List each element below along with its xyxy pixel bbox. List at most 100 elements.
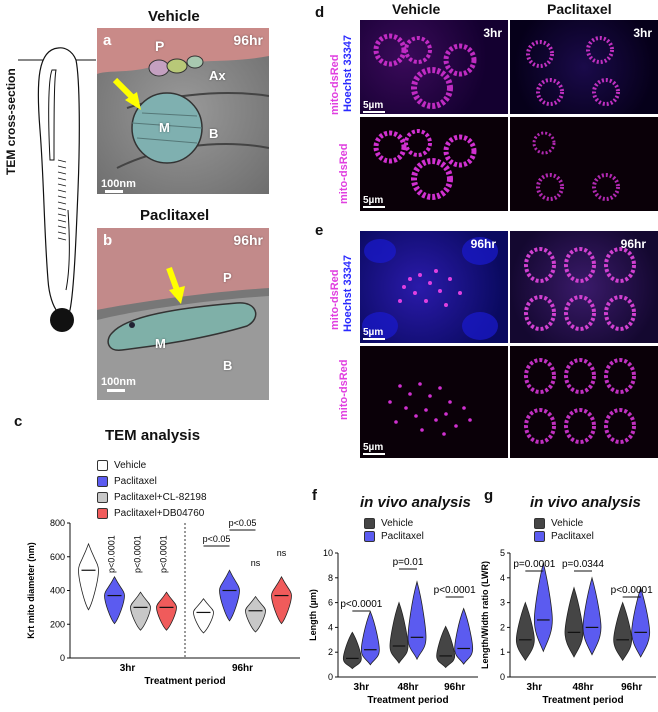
annotation-5: ns <box>251 558 261 568</box>
y-tick-label-4: 800 <box>50 518 65 528</box>
x-tick-label-0: 3hr <box>120 663 136 674</box>
y-tick-label-0: 0 <box>60 653 65 663</box>
y-axis-label: Krt mito diameter (nm) <box>26 542 36 639</box>
swatch-g-vehicle <box>534 518 545 529</box>
x-axis-label: Treatment period <box>144 676 225 687</box>
violin-vehicle-1 <box>389 601 409 664</box>
chart-c: 0 200 400 600 800 Krt mito diameter (nm) Treat… <box>26 518 300 687</box>
fluo-bar-4 <box>363 453 385 455</box>
x-tick-label-1: 48hr <box>572 682 593 693</box>
annotation-2: p<0.0001 <box>159 535 169 573</box>
y-tick-label-1: 200 <box>50 619 65 629</box>
panel-d-col-paclitaxel: Paclitaxel <box>547 1 612 17</box>
chart-c-title: TEM analysis <box>105 427 201 444</box>
y-tick-label-2: 4 <box>328 622 333 632</box>
legend-f-0: Vehicle <box>364 518 413 529</box>
violin-paclitaxel-1 <box>219 569 240 622</box>
fluo-bar-3 <box>363 338 385 340</box>
fluo-scale-1: 5µm <box>363 100 384 111</box>
violin-paclitaxel-cl-82198-0 <box>130 591 151 631</box>
panel-b-time: 96hr <box>233 232 263 248</box>
fluo-bar-2 <box>363 206 385 208</box>
y-tick-label-5: 5 <box>500 548 505 558</box>
x-tick-label-1: 96hr <box>232 663 253 674</box>
scale-bar-b <box>107 389 125 392</box>
y-axis-label: Length (µm) <box>308 589 318 641</box>
legend-f-1: Paclitaxel <box>364 531 424 542</box>
panel-d-row1-label2: Hoechst 33347 <box>342 34 354 112</box>
fluo-scale-4: 5µm <box>363 442 384 453</box>
x-axis-label: Treatment period <box>367 695 448 706</box>
y-tick-label-2: 400 <box>50 586 65 596</box>
legend-c-0: Vehicle <box>97 460 146 471</box>
fluo-e-vehicle-red: 5µm <box>360 346 508 458</box>
legend-g-0: Vehicle <box>534 518 583 529</box>
panel-e-row2-label: mito-dsRed <box>338 359 350 421</box>
violin-paclitaxel-db04760-0 <box>156 591 177 631</box>
label-m-b: M <box>155 336 166 351</box>
y-tick-label-5: 10 <box>323 548 333 558</box>
fluo-bar-1 <box>363 111 385 113</box>
panel-e-letter: e <box>315 222 324 239</box>
annotation-4: p<0.05 <box>229 518 257 528</box>
legend-g-1: Paclitaxel <box>534 531 594 542</box>
panel-a-letter: a <box>103 32 112 49</box>
panel-f-letter: f <box>312 487 317 504</box>
y-tick-label-1: 2 <box>328 647 333 657</box>
fluo-e-vehicle-merge: 96hr 5µm <box>360 231 508 343</box>
violin-vehicle-0 <box>342 631 362 670</box>
fluo-e-time-2: 96hr <box>620 237 646 251</box>
annotation-f-2: p<0.0001 <box>434 585 476 596</box>
panel-a-time: 96hr <box>233 32 263 48</box>
violin-vehicle-2 <box>613 601 633 662</box>
fluo-e-paclitaxel-merge: 96hr <box>510 231 658 343</box>
y-tick-label-0: 0 <box>500 672 505 682</box>
label-p: P <box>155 38 165 54</box>
swatch-paclitaxel <box>97 476 108 487</box>
panel-d-col-vehicle: Vehicle <box>392 1 441 17</box>
chart-g-title: in vivo analysis <box>530 494 641 511</box>
violin-vehicle-0 <box>515 601 535 662</box>
x-tick-label-2: 96hr <box>444 682 465 693</box>
violin-paclitaxel-2 <box>454 607 474 665</box>
violin-paclitaxel-db04760-1 <box>271 575 292 625</box>
swatch-f-vehicle <box>364 518 375 529</box>
label-b: B <box>209 126 219 141</box>
fluo-d-vehicle-red: 5µm <box>360 117 508 211</box>
fluo-d-vehicle-merge: 3hr 5µm <box>360 20 508 114</box>
annotation-6: ns <box>277 548 287 558</box>
panel-e-row1-label: mito-dsRed <box>329 269 341 331</box>
annotation-1: p<0.0001 <box>133 535 143 573</box>
x-tick-label-0: 3hr <box>354 682 370 693</box>
larva-schematic <box>18 47 96 332</box>
violin-vehicle-1 <box>193 598 214 634</box>
annotation-f-1: p=0.01 <box>393 557 424 568</box>
y-tick-label-4: 4 <box>500 573 505 583</box>
annotation-f-0: p<0.0001 <box>340 599 382 610</box>
swatch-f-paclitaxel <box>364 531 375 542</box>
violin-vehicle-1 <box>564 586 584 658</box>
panel-c-letter: c <box>14 413 23 430</box>
y-tick-label-4: 8 <box>328 573 333 583</box>
panel-a-title: Vehicle <box>148 8 200 25</box>
swatch-db <box>97 508 108 519</box>
annotation-3: p<0.05 <box>203 534 231 544</box>
scale-a: 100nm <box>101 178 136 190</box>
y-tick-label-1: 1 <box>500 647 505 657</box>
panel-d-row2-label: mito-dsRed <box>338 143 350 205</box>
y-tick-label-2: 2 <box>500 622 505 632</box>
tem-cross-section-label: TEM cross-section <box>4 68 18 175</box>
y-tick-label-3: 600 <box>50 552 65 562</box>
panel-e-row1-label2: Hoechst 33347 <box>342 254 354 332</box>
y-tick-label-0: 0 <box>328 672 333 682</box>
violin-vehicle-0 <box>78 542 99 611</box>
violin-paclitaxel-2 <box>631 586 651 658</box>
violin-paclitaxel-0 <box>360 610 380 666</box>
annotation-g-2: p<0.0001 <box>611 585 653 596</box>
legend-c-1: Paclitaxel <box>97 476 157 487</box>
violin-paclitaxel-0 <box>104 575 125 625</box>
legend-c-3: Paclitaxel+DB04760 <box>97 508 204 519</box>
fluo-e-time-1: 96hr <box>470 237 496 251</box>
violin-paclitaxel-1 <box>407 580 427 661</box>
label-b-b: B <box>223 358 233 373</box>
